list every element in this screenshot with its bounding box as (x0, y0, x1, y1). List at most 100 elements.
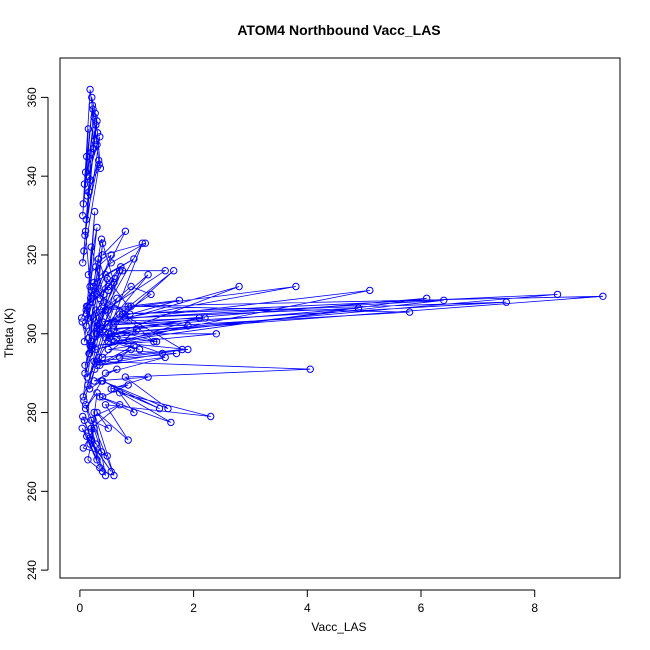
data-point (100, 298, 108, 306)
data-point (95, 255, 103, 263)
data-point (130, 408, 138, 417)
data-point (91, 137, 99, 145)
data-point (83, 432, 91, 440)
data-point (79, 412, 87, 421)
data-point (80, 247, 88, 255)
data-point (423, 294, 431, 302)
data-point (104, 282, 113, 291)
data-point (97, 448, 106, 456)
data-point (85, 188, 93, 196)
data-point (91, 109, 99, 117)
data-point (207, 412, 215, 421)
data-point (84, 381, 92, 389)
data-point (98, 393, 107, 401)
data-point (84, 125, 93, 133)
data-point (87, 176, 95, 184)
data-point (85, 349, 93, 358)
data-point (167, 418, 175, 427)
data-point (178, 345, 186, 354)
data-point (92, 440, 100, 448)
data-point (366, 286, 374, 295)
data-point (111, 274, 119, 283)
data-point (88, 93, 96, 102)
data-point (81, 227, 90, 236)
data-point (82, 322, 90, 330)
data-point (84, 456, 92, 464)
data-point (97, 235, 106, 243)
data-point (235, 282, 243, 291)
chart-title: ATOM4 Northbound Vacc_LAS (237, 22, 440, 38)
data-point (110, 278, 118, 287)
data-point (85, 385, 94, 393)
data-point (127, 345, 135, 354)
data-point (83, 192, 92, 200)
data-point (135, 345, 144, 354)
data-point (83, 152, 91, 161)
data-point (87, 416, 96, 425)
data-point (170, 267, 178, 275)
data-point (82, 306, 90, 314)
data-point (130, 255, 138, 263)
data-point (184, 322, 192, 330)
data-point (86, 440, 94, 448)
data-point (292, 282, 300, 291)
data-point (83, 373, 92, 381)
data-point (121, 373, 130, 381)
data-point (92, 263, 100, 271)
data-point (164, 404, 172, 413)
x-axis-label: Vacc_LAS (311, 620, 366, 634)
data-point (98, 353, 107, 362)
data-point (87, 148, 96, 157)
data-point (81, 361, 89, 369)
data-point (502, 298, 510, 306)
data-point (90, 424, 98, 432)
y-axis: 240 260 280 300 320 340 360 (25, 87, 49, 580)
data-point (98, 239, 107, 247)
data-point (101, 306, 110, 314)
data-point (133, 326, 141, 334)
x-tick-label: 6 (418, 601, 425, 615)
data-point (95, 160, 103, 169)
data-point (92, 306, 100, 314)
data-point (83, 310, 91, 318)
data-point (93, 408, 101, 417)
y-tick-label: 360 (25, 87, 39, 107)
data-point (405, 308, 414, 316)
data-point (96, 133, 104, 141)
data-point (104, 337, 113, 346)
data-point (201, 314, 209, 322)
data-point (101, 271, 110, 279)
data-point (116, 353, 124, 362)
data-point (599, 292, 607, 300)
data-point (93, 456, 101, 464)
data-point (175, 296, 184, 304)
data-point (93, 330, 101, 338)
data-point (306, 365, 314, 373)
data-point (81, 168, 90, 176)
data-point (89, 314, 98, 322)
data-point (80, 180, 89, 188)
data-point (184, 345, 192, 354)
data-point (109, 322, 117, 330)
data-point (116, 401, 124, 409)
data-point (91, 365, 99, 373)
data-point (87, 243, 96, 251)
data-point (138, 239, 147, 247)
y-tick-label: 240 (25, 560, 39, 580)
data-point (110, 385, 118, 393)
data-point (89, 282, 98, 291)
data-point (93, 129, 102, 137)
data-point (79, 444, 88, 452)
data-point (124, 436, 132, 444)
data-point (87, 424, 96, 432)
data-point (89, 144, 98, 153)
x-tick-label: 2 (190, 601, 197, 615)
data-point (212, 330, 221, 338)
data-point (118, 267, 127, 275)
data-point (81, 231, 89, 240)
data-point (113, 365, 121, 373)
data-point (97, 377, 106, 385)
data-point (96, 294, 104, 302)
data-point (91, 207, 99, 216)
data-point (116, 310, 124, 318)
